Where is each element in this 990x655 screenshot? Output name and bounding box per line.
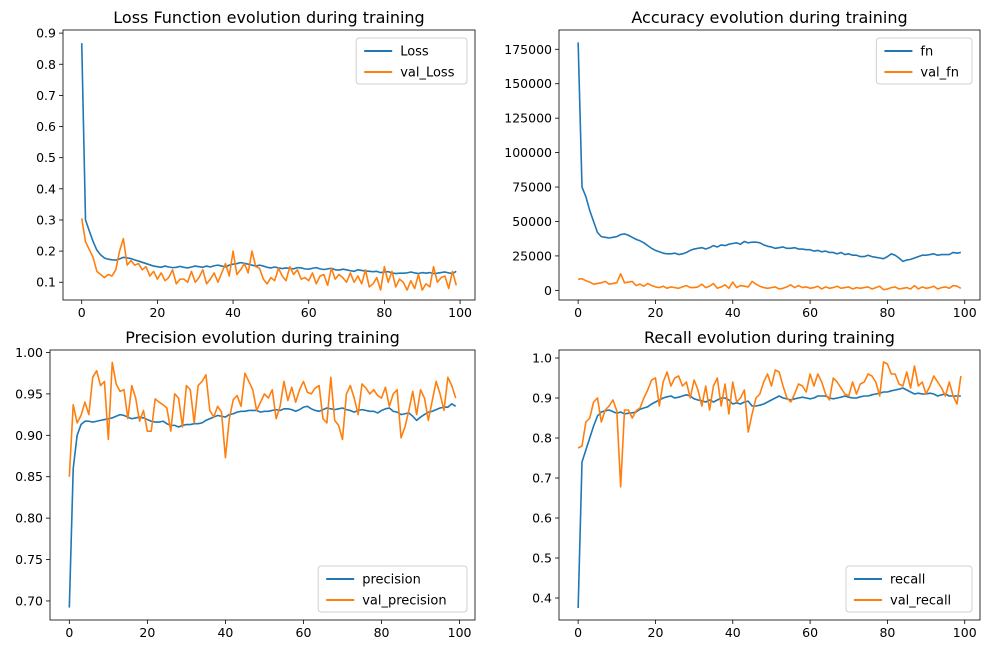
y-tick-label: 0.90 <box>15 428 43 443</box>
y-tick-label: 0.1 <box>36 275 56 290</box>
y-tick-label: 0.8 <box>36 57 56 72</box>
x-tick-label: 20 <box>648 625 664 640</box>
y-tick-label: 0.7 <box>36 88 56 103</box>
x-tick-label: 60 <box>802 305 818 320</box>
y-tick-label: 0.95 <box>15 386 43 401</box>
chart-title: Accuracy evolution during training <box>631 8 907 27</box>
axes-frame <box>558 349 981 621</box>
series-line-val-fn <box>577 273 962 291</box>
y-tick-label: 0.70 <box>15 593 43 608</box>
x-tick-label: 100 <box>448 625 472 640</box>
x-tick-label: 0 <box>574 305 582 320</box>
y-tick-label: 0.8 <box>532 431 552 446</box>
legend-box <box>317 565 468 613</box>
x-tick-label: 40 <box>725 625 741 640</box>
x-tick-label: 60 <box>301 305 317 320</box>
y-tick-label: 150000 <box>504 76 552 91</box>
y-tick-label: 0.80 <box>15 511 43 526</box>
legend-label: Loss <box>400 45 429 60</box>
x-tick-label: 0 <box>65 625 73 640</box>
x-tick-label: 40 <box>725 305 741 320</box>
y-tick-label: 0.4 <box>36 181 56 196</box>
y-tick-label: 0.9 <box>36 26 56 41</box>
y-tick-label: 125000 <box>504 111 552 126</box>
legend-label: val_precision <box>362 594 446 609</box>
y-tick-label: 0.4 <box>532 591 552 606</box>
y-tick-label: 100000 <box>504 145 552 160</box>
y-tick-label: 0.6 <box>532 511 552 526</box>
y-tick-label: 0.2 <box>36 244 56 259</box>
y-tick-label: 175000 <box>504 42 552 57</box>
legend-label: val_fn <box>920 66 959 81</box>
series-line-recall <box>577 387 961 609</box>
x-tick-label: 0 <box>78 305 86 320</box>
y-tick-label: 0.3 <box>36 212 56 227</box>
x-tick-label: 60 <box>802 625 818 640</box>
legend-label: recall <box>890 573 925 588</box>
legend: Loss val_Loss <box>355 37 468 85</box>
chart-recall: Recall evolution during training 0 20 40 60 8… <box>532 328 981 640</box>
chart-precision: Precision evolution during training 0 20 40… <box>15 328 476 640</box>
x-tick-label: 20 <box>149 305 165 320</box>
x-tick-label: 100 <box>953 625 977 640</box>
y-tick-label: 0.75 <box>15 552 43 567</box>
y-tick-label: 0.9 <box>532 391 552 406</box>
x-tick-label: 20 <box>648 305 664 320</box>
legend-label: val_recall <box>890 594 951 609</box>
y-tick-label: 0.5 <box>36 150 56 165</box>
x-tick-label: 40 <box>225 305 241 320</box>
y-tick-label: 0.5 <box>532 551 552 566</box>
x-tick-label: 80 <box>376 305 392 320</box>
x-tick-label: 100 <box>448 305 472 320</box>
series-line-val-precision <box>68 361 457 477</box>
series-line-fn <box>577 42 962 263</box>
x-tick-label: 0 <box>574 625 582 640</box>
y-tick-label: 0.6 <box>36 119 56 134</box>
y-tick-label: 1.0 <box>532 351 552 366</box>
y-tick-label: 75000 <box>512 180 552 195</box>
legend-label: val_Loss <box>400 66 455 81</box>
legend: fn val_fn <box>875 37 973 85</box>
legend-label: precision <box>362 573 421 588</box>
legend: recall val_recall <box>845 565 973 613</box>
chart-accuracy: Accuracy evolution during training 0 20 40 6… <box>504 8 981 320</box>
x-tick-label: 80 <box>879 305 895 320</box>
axes-frame <box>558 29 981 301</box>
y-tick-label: 0 <box>544 283 552 298</box>
legend-label: fn <box>920 45 933 60</box>
y-tick-label: 0.7 <box>532 471 552 486</box>
x-tick-label: 60 <box>296 625 312 640</box>
y-tick-label: 1.00 <box>15 345 43 360</box>
x-tick-label: 80 <box>879 625 895 640</box>
chart-title: Recall evolution during training <box>644 328 895 347</box>
axes-frame <box>49 349 476 621</box>
legend: precision val_precision <box>317 565 468 613</box>
y-tick-label: 50000 <box>512 214 552 229</box>
axes-frame <box>62 29 476 301</box>
series-line-val-loss <box>80 218 458 291</box>
chart-title: Loss Function evolution during training <box>113 8 424 27</box>
x-tick-label: 100 <box>953 305 977 320</box>
chart-loss: Loss Function evolution during training 0… <box>36 8 476 320</box>
y-tick-label: 0.85 <box>15 469 43 484</box>
x-tick-label: 40 <box>217 625 233 640</box>
series-line-loss <box>80 43 457 275</box>
x-tick-label: 20 <box>139 625 155 640</box>
series-line-precision <box>68 403 457 608</box>
y-tick-label: 25000 <box>512 248 552 263</box>
x-tick-label: 80 <box>374 625 390 640</box>
chart-title: Precision evolution during training <box>125 328 400 347</box>
series-line-val-recall <box>577 361 962 488</box>
